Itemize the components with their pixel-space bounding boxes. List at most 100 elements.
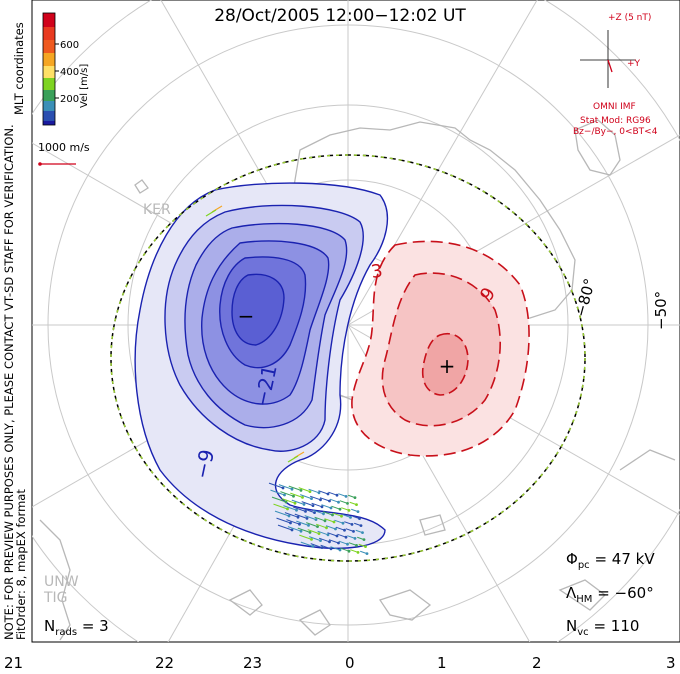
velocity-vector-46 bbox=[286, 519, 300, 525]
velocity-vector-origin-14 bbox=[328, 499, 331, 503]
velocity-vector-origin-7 bbox=[344, 495, 348, 498]
velocity-vector-origin-15 bbox=[337, 500, 340, 504]
velocity-vector-origin-43 bbox=[350, 523, 354, 526]
velocity-vector-73 bbox=[330, 546, 341, 551]
velocity-vector-3 bbox=[298, 487, 311, 493]
mlt-label-2: 2 bbox=[532, 654, 542, 672]
contour-label-pos3: 3 bbox=[370, 261, 384, 283]
velocity-vector-origin-51 bbox=[343, 528, 346, 532]
velocity-vector-66 bbox=[328, 539, 339, 544]
velocity-vector-origin-58 bbox=[326, 533, 330, 537]
velocity-vector-origin-68 bbox=[355, 544, 358, 547]
velocity-vector-4 bbox=[308, 488, 320, 494]
velocity-vector-origin-54 bbox=[290, 528, 294, 532]
velocity-vector-origin-26 bbox=[356, 510, 360, 513]
velocity-vector-48 bbox=[306, 522, 318, 528]
velocity-vector-origin-1 bbox=[290, 487, 294, 491]
fit-order-note: FitOrder: 8, mapEX format bbox=[14, 489, 28, 640]
velocity-vector-origin-32 bbox=[331, 513, 334, 517]
velocity-vector-origin-74 bbox=[347, 549, 351, 553]
velocity-vector-origin-16 bbox=[346, 502, 349, 505]
velocity-vector-50 bbox=[325, 525, 336, 530]
velocity-vector-10 bbox=[280, 491, 294, 497]
velocity-vector-49 bbox=[315, 523, 327, 529]
station-tig: TIG bbox=[43, 590, 68, 606]
velocity-vector-origin-38 bbox=[305, 517, 309, 520]
velocity-vector-origin-60 bbox=[344, 535, 348, 539]
velocity-vector-origin-39 bbox=[314, 518, 318, 521]
velocity-vector-origin-10 bbox=[292, 494, 295, 498]
velocity-vector-54 bbox=[277, 524, 293, 531]
velocity-vector-origin-12 bbox=[310, 497, 313, 500]
map-title: 28/Oct/2005 12:00−12:02 UT bbox=[214, 6, 466, 26]
station-ker: KER bbox=[143, 202, 171, 218]
velocity-vector-origin-69 bbox=[364, 545, 367, 548]
velocity-vector-origin-75 bbox=[356, 551, 360, 554]
stat-n-rads: Nrads = 3 bbox=[44, 617, 109, 638]
velocity-vector-origin-44 bbox=[359, 524, 363, 527]
velocity-vector-origin-31 bbox=[322, 512, 325, 516]
velocity-vector-6 bbox=[328, 491, 338, 496]
lat-label-50: −50° bbox=[652, 291, 670, 330]
velocity-vector-origin-22 bbox=[320, 505, 324, 509]
velocity-vector-12 bbox=[300, 494, 312, 500]
velocity-vector-origin-23 bbox=[329, 506, 333, 510]
station-unw: UNW bbox=[44, 574, 79, 590]
velocity-vector-1 bbox=[278, 484, 293, 490]
velocity-colorbar: 600 400 200 Vel [m/s] bbox=[42, 12, 90, 126]
velocity-vector-71 bbox=[310, 543, 323, 549]
velocity-vector-58 bbox=[317, 530, 329, 536]
velocity-vector-20 bbox=[291, 499, 305, 505]
imf-y-label: +Y bbox=[627, 59, 641, 69]
velocity-vector-64 bbox=[309, 536, 321, 542]
velocity-vector-40 bbox=[314, 516, 326, 522]
velocity-vector-22 bbox=[311, 502, 323, 508]
potential-min-marker: − bbox=[238, 304, 255, 328]
velocity-vector-15 bbox=[329, 498, 339, 503]
velocity-vector-origin-11 bbox=[301, 496, 304, 499]
contour-label-neg9: −9 bbox=[189, 447, 219, 481]
velocity-vector-28 bbox=[283, 505, 297, 511]
velocity-vector-33 bbox=[332, 512, 342, 517]
mlt-label-3: 3 bbox=[666, 654, 676, 672]
velocity-vector-18 bbox=[271, 496, 287, 503]
velocity-vector-59 bbox=[327, 532, 338, 537]
velocity-vector-30 bbox=[303, 508, 315, 514]
velocity-vector-origin-59 bbox=[335, 534, 339, 538]
velocity-vector-extra-1 bbox=[205, 209, 217, 217]
coordinate-note: MLT coordinates bbox=[12, 22, 26, 115]
velocity-vector-13 bbox=[309, 495, 321, 501]
velocity-vector-27 bbox=[273, 503, 288, 510]
velocity-vector-origin-76 bbox=[365, 552, 369, 555]
velocity-vector-origin-45 bbox=[289, 521, 292, 525]
colorbar-tick-600: 600 bbox=[60, 40, 79, 51]
velocity-vector-origin-3 bbox=[308, 490, 312, 493]
velocity-vector-origin-71 bbox=[320, 546, 324, 549]
velocity-vector-origin-0 bbox=[281, 486, 285, 490]
velocity-vector-47 bbox=[296, 520, 309, 526]
velocity-vector-31 bbox=[312, 509, 324, 515]
scale-vector: 1000 m/s bbox=[38, 141, 90, 166]
velocity-vector-9 bbox=[270, 489, 285, 496]
velocity-vector-origin-42 bbox=[341, 521, 345, 525]
velocity-vector-origin-30 bbox=[313, 511, 316, 514]
velocity-vector-origin-27 bbox=[286, 507, 289, 511]
velocity-vector-67 bbox=[338, 540, 348, 545]
velocity-vector-origin-29 bbox=[304, 510, 307, 513]
velocity-vector-origin-57 bbox=[317, 532, 321, 535]
velocity-vector-origin-8 bbox=[353, 496, 357, 499]
velocity-vector-origin-28 bbox=[295, 508, 298, 512]
imf-source: OMNI IMF bbox=[593, 102, 636, 112]
velocity-vector-origin-41 bbox=[332, 520, 336, 524]
velocity-vector-65 bbox=[318, 537, 330, 543]
velocity-vector-origin-34 bbox=[349, 516, 352, 519]
hm-boundary-dash bbox=[110, 154, 586, 562]
velocity-vector-origin-17 bbox=[355, 503, 358, 506]
velocity-vector-origin-62 bbox=[362, 538, 366, 541]
velocity-vector-51 bbox=[335, 526, 345, 531]
velocity-vector-origin-50 bbox=[334, 527, 337, 531]
velocity-vector-63 bbox=[299, 534, 312, 540]
velocity-vector-origin-64 bbox=[319, 539, 322, 542]
velocity-vector-origin-73 bbox=[338, 548, 342, 552]
velocity-vector-origin-46 bbox=[298, 522, 301, 526]
